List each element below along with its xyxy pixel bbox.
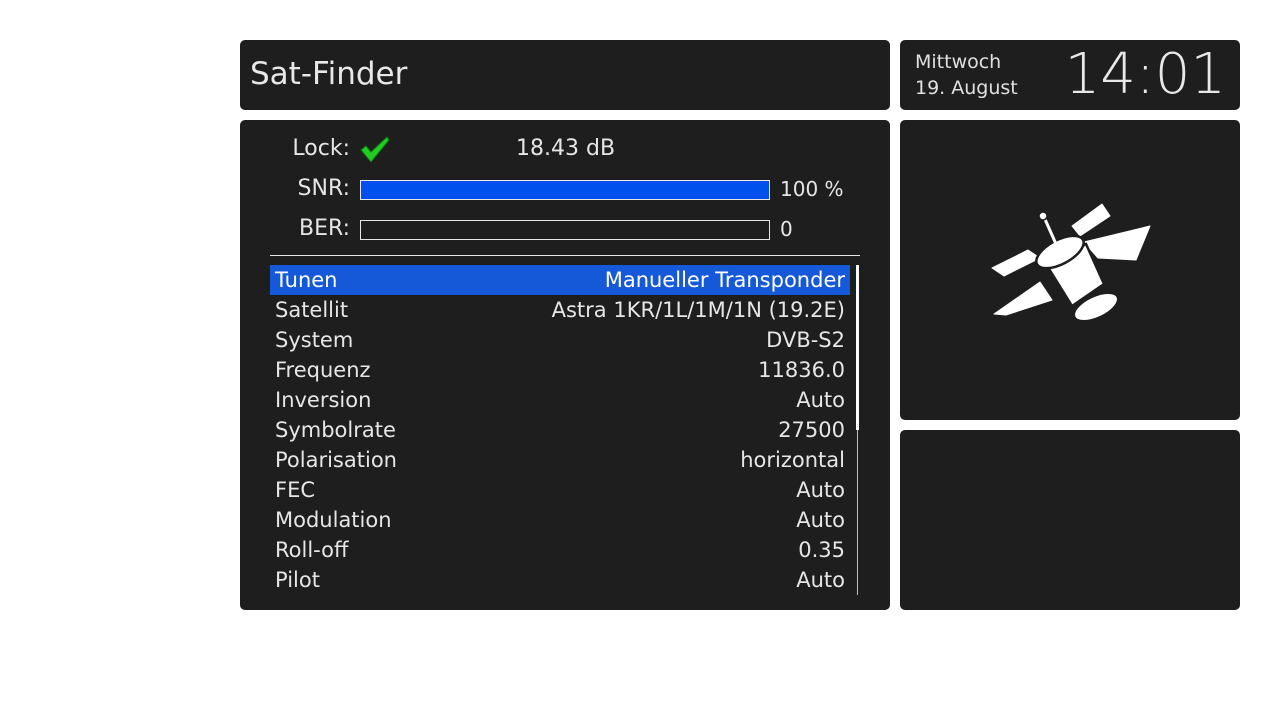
menu-item-polarisation[interactable]: Polarisation horizontal	[270, 445, 850, 475]
menu-item-inversion[interactable]: Inversion Auto	[270, 385, 850, 415]
satellite-icon	[991, 203, 1151, 323]
menu-item-label: FEC	[275, 478, 316, 502]
page-title: Sat-Finder	[250, 56, 408, 92]
menu-item-value: DVB-S2	[766, 328, 845, 352]
menu-item-value: Auto	[796, 478, 845, 502]
menu-item-label: Polarisation	[275, 448, 397, 472]
menu-item-label: Satellit	[275, 298, 349, 322]
date: 19. August	[915, 77, 1018, 99]
menu-item-value: horizontal	[740, 448, 845, 472]
info-panel	[900, 430, 1240, 610]
lock-label: Lock:	[292, 136, 350, 161]
menu-item-label: Tunen	[275, 268, 338, 292]
snr-bar	[360, 180, 770, 200]
menu-item-tunen[interactable]: Tunen Manueller Transponder	[270, 265, 850, 295]
menu-item-satellit[interactable]: Satellit Astra 1KR/1L/1M/1N (19.2E)	[270, 295, 850, 325]
menu-item-roll-off[interactable]: Roll-off 0.35	[270, 535, 850, 565]
menu-item-label: Frequenz	[275, 358, 371, 382]
clock-time: 14:01	[1064, 42, 1226, 107]
ber-label: BER:	[298, 216, 350, 241]
check-icon	[360, 136, 390, 163]
title-panel: Sat-Finder	[240, 40, 890, 110]
menu-item-modulation[interactable]: Modulation Auto	[270, 505, 850, 535]
ber-value: 0	[780, 217, 793, 241]
menu-item-fec[interactable]: FEC Auto	[270, 475, 850, 505]
menu-item-value: Auto	[796, 388, 845, 412]
scrollbar-thumb[interactable]	[856, 265, 859, 430]
lock-value: 18.43 dB	[516, 136, 616, 161]
settings-list: Tunen Manueller Transponder Satellit Astra …	[270, 265, 850, 595]
menu-item-label: Modulation	[275, 508, 392, 532]
menu-item-value: 11836.0	[758, 358, 845, 382]
scrollbar-track	[857, 265, 858, 595]
menu-item-value: 27500	[778, 418, 845, 442]
tuner-panel: Lock: 18.43 dB SNR: 100 % BER: 0 Tunen Ma…	[240, 120, 890, 610]
menu-item-value: Manueller Transponder	[604, 268, 845, 292]
clock-panel: Mittwoch 19. August 14:01	[900, 40, 1240, 110]
menu-item-label: Inversion	[275, 388, 372, 412]
snr-value: 100 %	[780, 177, 844, 201]
divider	[270, 255, 860, 256]
snr-bar-fill	[361, 181, 769, 199]
ber-bar	[360, 220, 770, 240]
menu-item-label: Pilot	[275, 568, 320, 592]
menu-item-value: Astra 1KR/1L/1M/1N (19.2E)	[551, 298, 845, 322]
scrollbar[interactable]	[856, 265, 859, 595]
menu-item-label: System	[275, 328, 354, 352]
menu-item-symbolrate[interactable]: Symbolrate 27500	[270, 415, 850, 445]
menu-item-system[interactable]: System DVB-S2	[270, 325, 850, 355]
weekday: Mittwoch	[915, 51, 1002, 73]
menu-item-value: 0.35	[798, 538, 845, 562]
menu-item-label: Roll-off	[275, 538, 349, 562]
snr-label: SNR:	[297, 176, 350, 201]
menu-item-value: Auto	[796, 568, 845, 592]
menu-item-value: Auto	[796, 508, 845, 532]
menu-item-label: Symbolrate	[275, 418, 396, 442]
menu-item-frequenz[interactable]: Frequenz 11836.0	[270, 355, 850, 385]
preview-panel	[900, 120, 1240, 420]
menu-item-pilot[interactable]: Pilot Auto	[270, 565, 850, 595]
